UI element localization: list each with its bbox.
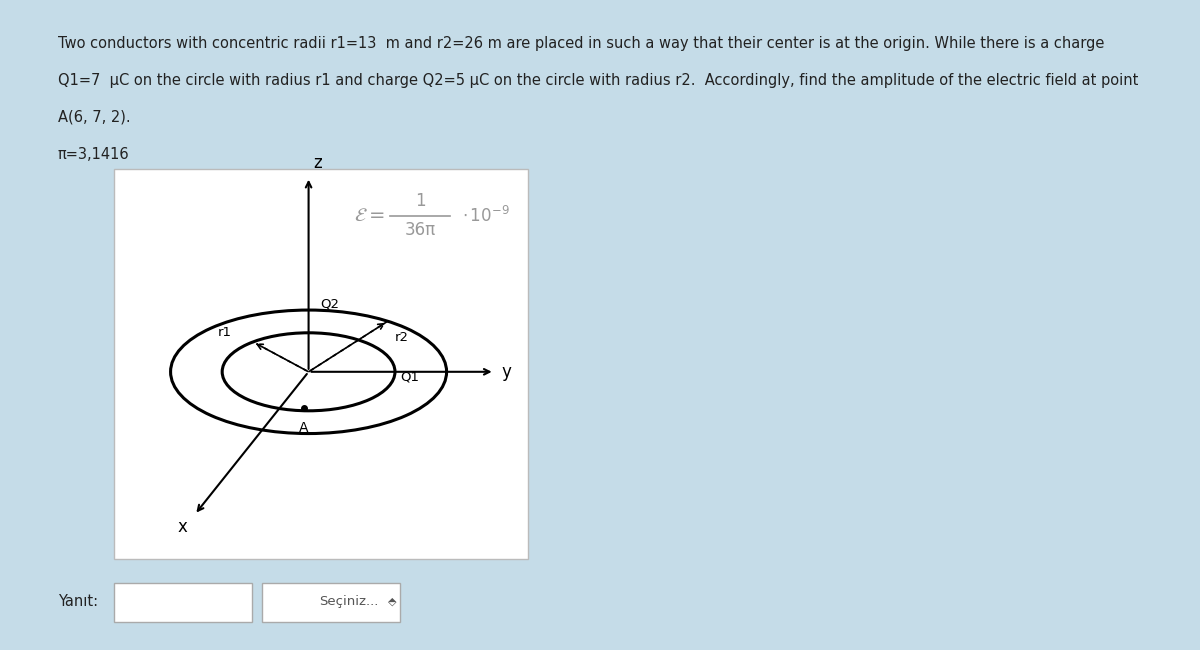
FancyBboxPatch shape — [114, 169, 528, 559]
Text: Two conductors with concentric radii r1=13  m and r2=26 m are placed in such a w: Two conductors with concentric radii r1=… — [58, 36, 1104, 51]
Text: 36π: 36π — [404, 221, 436, 239]
Text: A(6, 7, 2).: A(6, 7, 2). — [58, 110, 131, 125]
Text: A: A — [299, 421, 308, 435]
Text: $\mathcal{E}=$: $\mathcal{E}=$ — [354, 206, 385, 226]
Text: x: x — [178, 518, 187, 536]
Text: Q1: Q1 — [400, 370, 419, 383]
FancyBboxPatch shape — [262, 583, 400, 622]
Text: Q2: Q2 — [320, 297, 340, 310]
FancyBboxPatch shape — [114, 583, 252, 622]
FancyBboxPatch shape — [6, 3, 1194, 647]
Text: Yanıt:: Yanıt: — [58, 593, 97, 609]
Text: $\cdot\,10^{-9}$: $\cdot\,10^{-9}$ — [462, 206, 510, 226]
Text: y: y — [502, 363, 511, 381]
Text: r2: r2 — [395, 331, 409, 344]
Text: r1: r1 — [217, 326, 232, 339]
Text: z: z — [313, 153, 322, 172]
Text: Seçiniz...: Seçiniz... — [319, 595, 378, 608]
Text: ⬘: ⬘ — [388, 596, 396, 606]
Text: 1: 1 — [415, 192, 426, 211]
Text: Q1=7  μC on the circle with radius r1 and charge Q2=5 μC on the circle with radi: Q1=7 μC on the circle with radius r1 and… — [58, 73, 1138, 88]
Text: π=3,1416: π=3,1416 — [58, 147, 130, 162]
